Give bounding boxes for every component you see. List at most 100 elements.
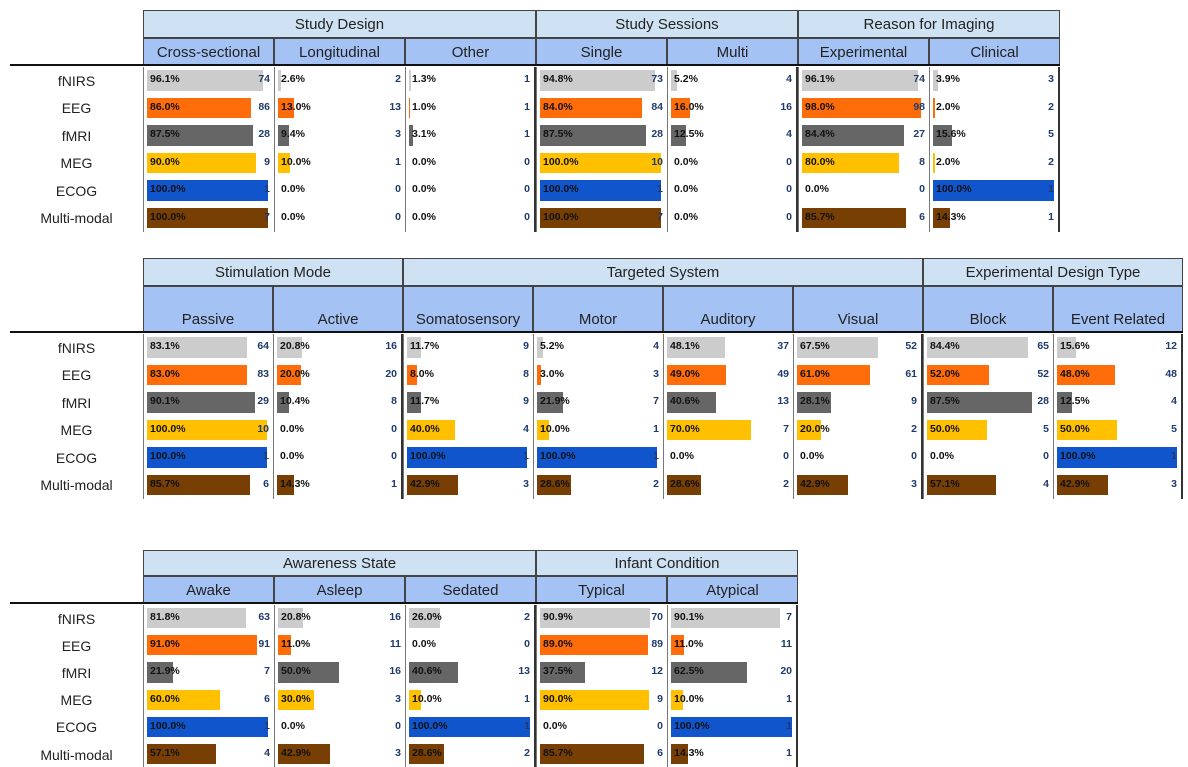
percent-label: 70.0% bbox=[670, 422, 700, 435]
count: 1 bbox=[524, 719, 530, 732]
count: 4 bbox=[264, 747, 270, 760]
percent-label: 100.0% bbox=[410, 450, 446, 463]
count: 1 bbox=[524, 128, 530, 141]
percent-label: 1.0% bbox=[412, 100, 436, 113]
bar bbox=[278, 97, 294, 118]
percent-label: 57.1% bbox=[930, 477, 960, 490]
cell: 0 0.0% bbox=[667, 177, 798, 205]
bar bbox=[671, 125, 687, 146]
bar bbox=[540, 689, 649, 710]
cell: 1 100.0% bbox=[536, 177, 667, 205]
cell: 74 96.1% bbox=[798, 67, 929, 95]
bar bbox=[933, 180, 1054, 201]
count: 0 bbox=[524, 210, 530, 223]
cell: 11 11.0% bbox=[274, 632, 405, 660]
cell: 98 98.0% bbox=[798, 94, 929, 122]
percent-label: 42.9% bbox=[281, 747, 311, 760]
percent-label: 81.8% bbox=[150, 611, 180, 624]
percent-label: 14.3% bbox=[280, 477, 310, 490]
cell: 3 3.0% bbox=[533, 361, 663, 389]
count: 4 bbox=[786, 73, 792, 86]
cell: 4 57.1% bbox=[143, 741, 274, 767]
count: 0 bbox=[524, 638, 530, 651]
header-rule bbox=[10, 64, 1060, 66]
cell: 9 11.7% bbox=[403, 334, 533, 362]
bar bbox=[409, 689, 422, 710]
bar bbox=[540, 207, 661, 228]
bar bbox=[671, 689, 684, 710]
bar bbox=[540, 152, 661, 173]
percent-label: 1.3% bbox=[412, 73, 436, 86]
cell: 4 5.2% bbox=[667, 67, 798, 95]
percent-label: 100.0% bbox=[150, 719, 186, 732]
column-header: Sedated bbox=[405, 576, 536, 603]
cell: 64 83.1% bbox=[143, 334, 273, 362]
percent-label: 3.0% bbox=[540, 367, 564, 380]
cell: 1 14.3% bbox=[667, 741, 798, 767]
percent-label: 90.0% bbox=[543, 692, 573, 705]
count: 1 bbox=[1048, 183, 1054, 196]
count: 5 bbox=[1171, 422, 1177, 435]
bar bbox=[147, 337, 247, 358]
percent-label: 0.0% bbox=[930, 450, 954, 463]
count: 0 bbox=[395, 719, 401, 732]
column-header: Typical bbox=[536, 576, 667, 603]
count: 8 bbox=[919, 155, 925, 168]
count: 2 bbox=[524, 611, 530, 624]
cell: 73 94.8% bbox=[536, 67, 667, 95]
count: 3 bbox=[653, 367, 659, 380]
bar bbox=[409, 608, 441, 629]
cell: 28 87.5% bbox=[923, 389, 1053, 417]
group-header: Experimental Design Type bbox=[923, 258, 1183, 286]
count: 13 bbox=[777, 395, 789, 408]
bar bbox=[277, 474, 295, 495]
percent-label: 100.0% bbox=[150, 450, 186, 463]
percent-label: 98.0% bbox=[805, 100, 835, 113]
cell: 3 30.0% bbox=[274, 686, 405, 714]
cell: 1 100.0% bbox=[143, 177, 274, 205]
count: 70 bbox=[651, 611, 663, 624]
bar bbox=[933, 70, 938, 91]
bar bbox=[671, 97, 691, 118]
count: 9 bbox=[523, 340, 529, 353]
percent-label: 90.1% bbox=[674, 611, 704, 624]
cell: 2 20.0% bbox=[793, 416, 923, 444]
cell: 0 0.0% bbox=[274, 713, 405, 741]
count: 1 bbox=[391, 477, 397, 490]
count: 9 bbox=[911, 395, 917, 408]
cell: 91 91.0% bbox=[143, 632, 274, 660]
percent-label: 0.0% bbox=[674, 155, 698, 168]
count: 12 bbox=[1165, 340, 1177, 353]
percent-label: 28.6% bbox=[670, 477, 700, 490]
bar bbox=[537, 337, 544, 358]
cell: 16 16.0% bbox=[667, 94, 798, 122]
count: 2 bbox=[524, 747, 530, 760]
row-label: MEG bbox=[60, 692, 93, 709]
bar bbox=[407, 419, 455, 440]
bar bbox=[277, 392, 290, 413]
cell: 3 42.9% bbox=[793, 471, 923, 499]
percent-label: 57.1% bbox=[150, 747, 180, 760]
cell: 9 90.0% bbox=[536, 686, 667, 714]
cell: 0 0.0% bbox=[405, 177, 536, 205]
count: 6 bbox=[919, 210, 925, 223]
percent-label: 15.6% bbox=[1060, 340, 1090, 353]
bar bbox=[540, 744, 644, 765]
percent-label: 0.0% bbox=[412, 210, 436, 223]
count: 6 bbox=[657, 747, 663, 760]
count: 6 bbox=[263, 477, 269, 490]
bar bbox=[540, 70, 655, 91]
column-header: Multi bbox=[667, 38, 798, 65]
bar bbox=[537, 447, 657, 468]
cell: 6 85.7% bbox=[798, 204, 929, 232]
group-header: Stimulation Mode bbox=[143, 258, 403, 286]
percent-label: 40.6% bbox=[412, 665, 442, 678]
count: 8 bbox=[523, 367, 529, 380]
bar bbox=[147, 447, 267, 468]
cell: 0 0.0% bbox=[274, 177, 405, 205]
percent-label: 0.0% bbox=[280, 450, 304, 463]
percent-label: 30.0% bbox=[281, 692, 311, 705]
bar bbox=[147, 97, 252, 118]
percent-label: 90.1% bbox=[150, 395, 180, 408]
count: 28 bbox=[651, 128, 663, 141]
